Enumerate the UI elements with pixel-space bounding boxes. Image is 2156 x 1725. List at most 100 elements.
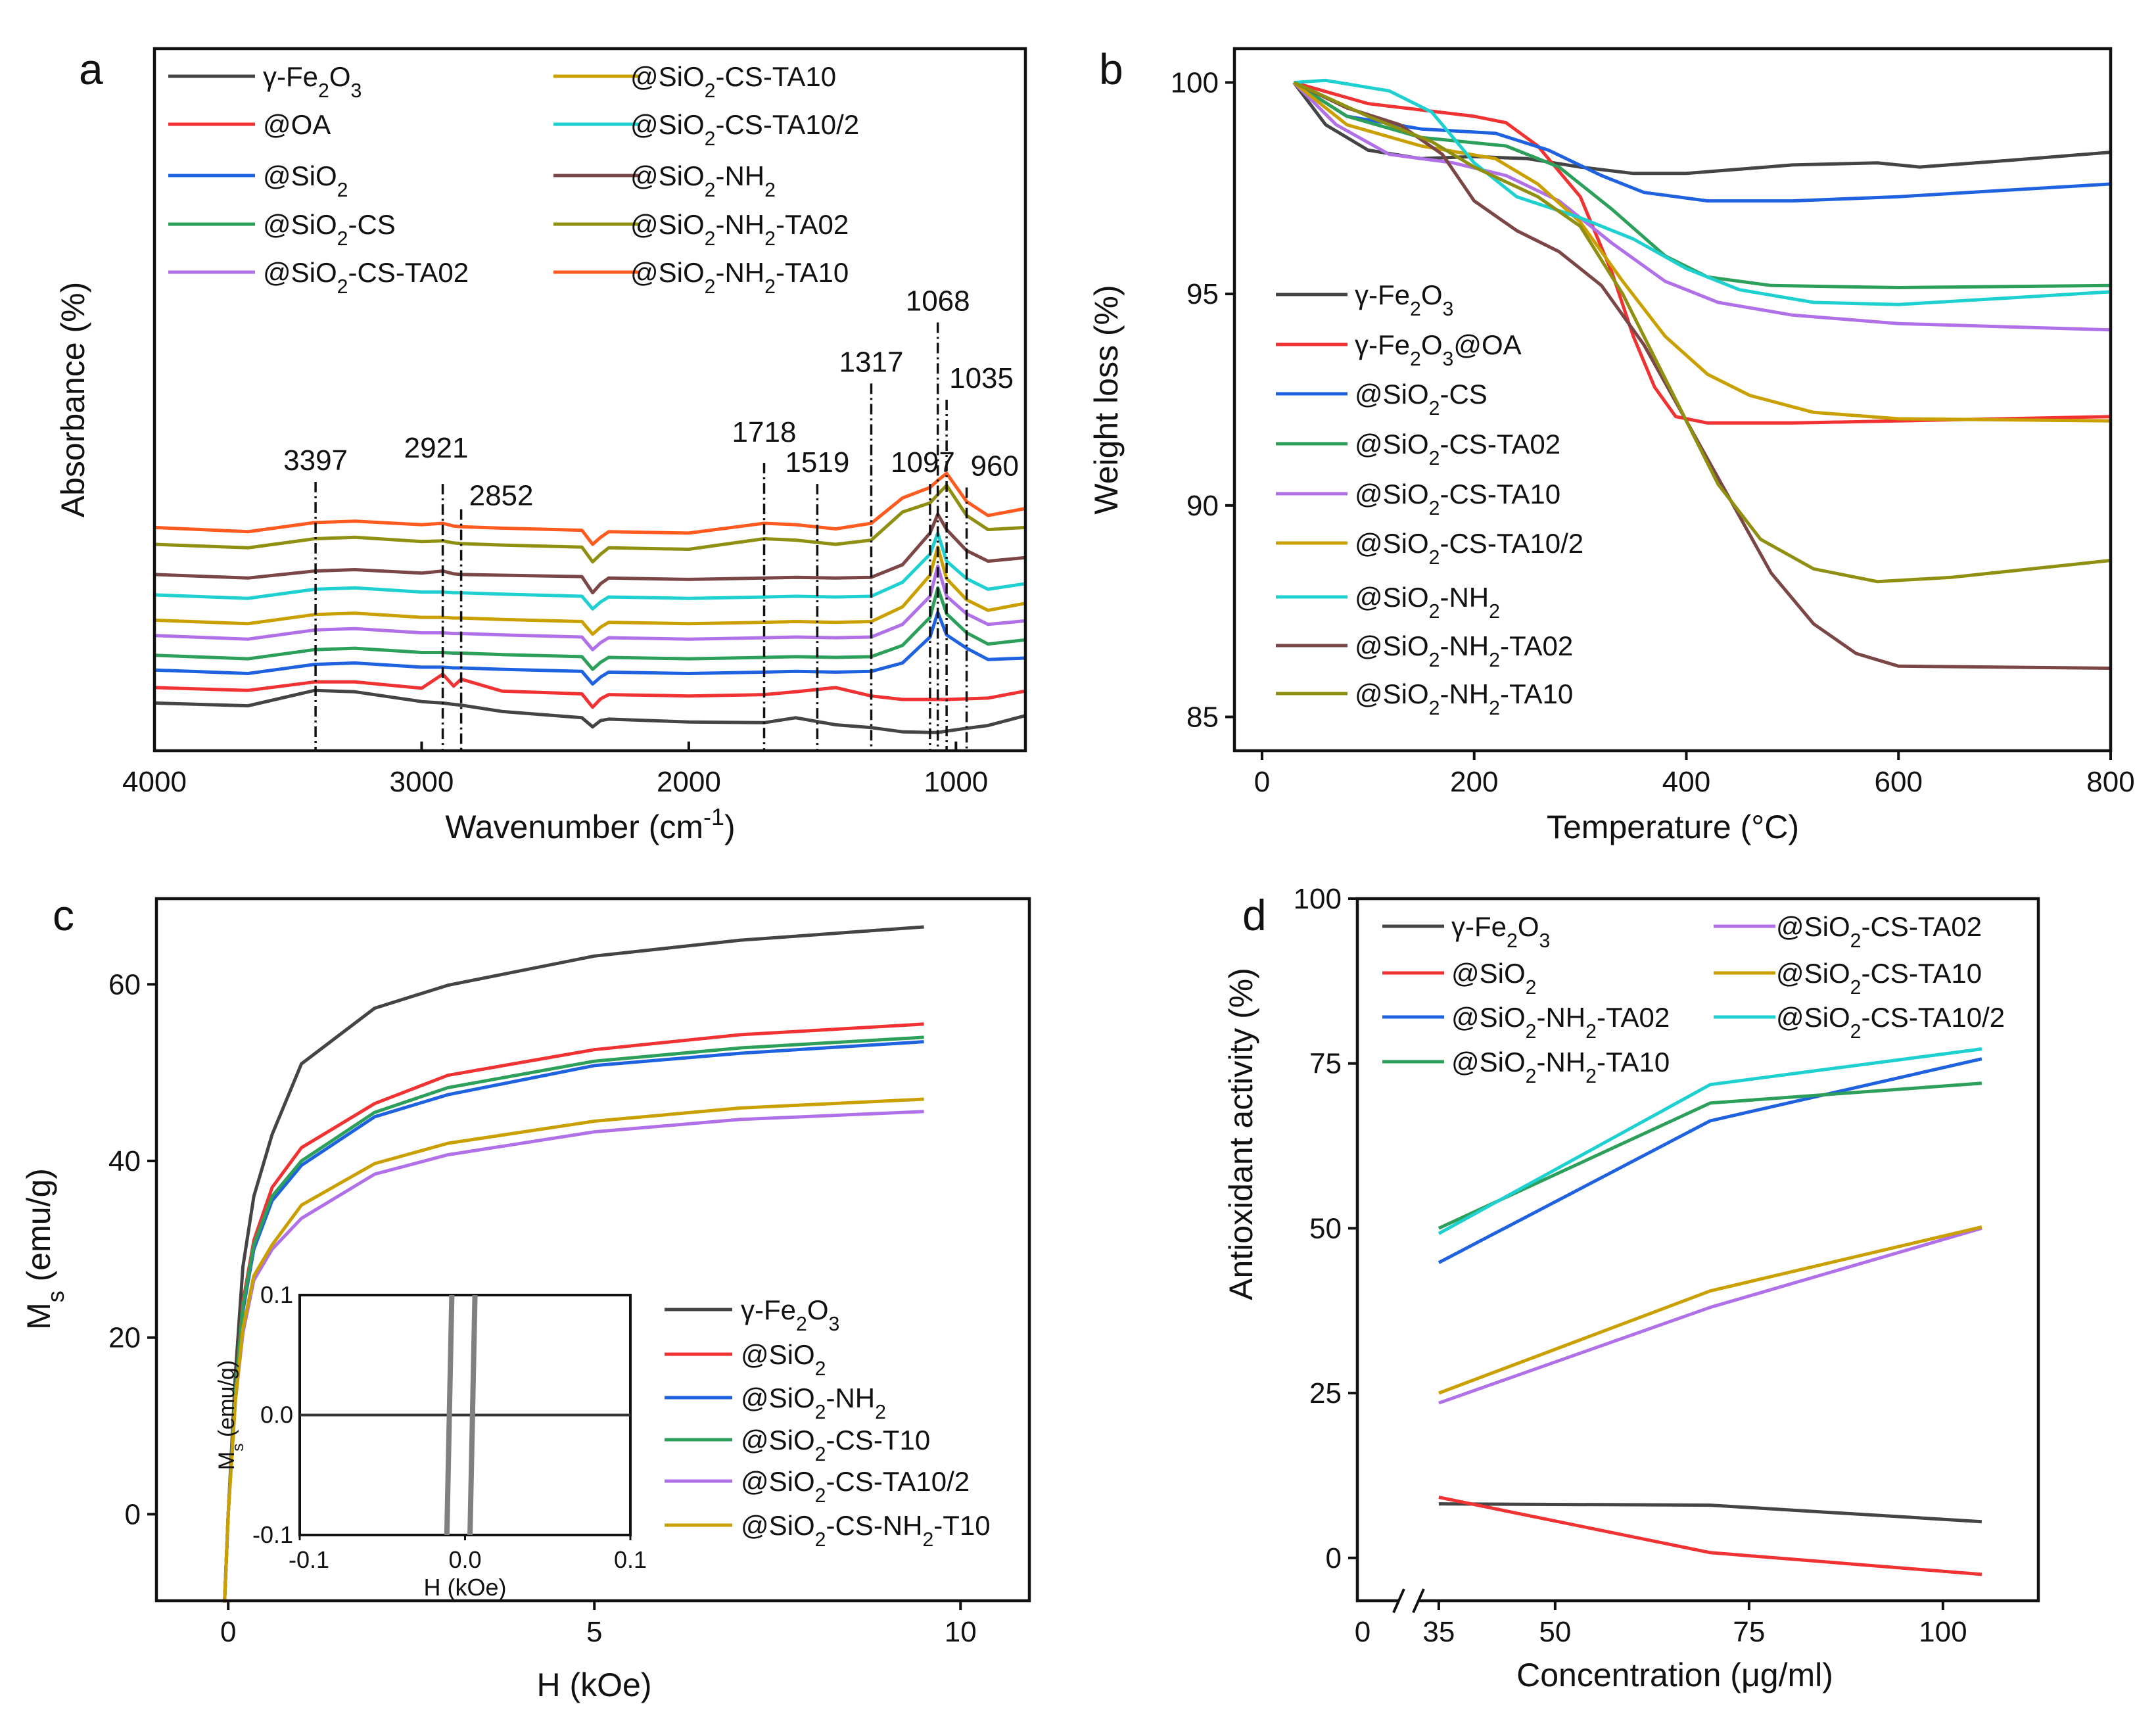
- y-tick-label: 85: [1186, 701, 1219, 734]
- legend-item: @SiO2-CS-TA02: [168, 257, 469, 298]
- legend-item: γ-Fe2O3: [1276, 279, 1453, 320]
- panel-letter: d: [1242, 891, 1267, 939]
- x-tick-label: 0: [1355, 1616, 1371, 1648]
- legend-item: γ-Fe2O3@OA: [1276, 329, 1522, 370]
- peak-label: 1718: [732, 416, 797, 448]
- peak-label: 3397: [283, 444, 348, 477]
- legend-label: @SiO2: [741, 1339, 826, 1380]
- inset-hysteresis-line: [467, 1294, 478, 1536]
- panel-b: 0 200 400 600 800 85 90 95 100 Temperature (°C) We…: [1088, 45, 2135, 845]
- x-axis-label: H (kOe): [537, 1666, 652, 1703]
- y-tick-label: 95: [1186, 278, 1219, 310]
- y-axis-label: Antioxidant activity (%): [1223, 968, 1259, 1300]
- legend-item: @SiO2-CS-TA10: [1714, 958, 1982, 999]
- legend-item: @SiO2-NH2-TA02: [1382, 1002, 1670, 1043]
- panel-c: -0.1 0.0 0.1 -0.1 0.0 0.1 H (kOe) Ms (emu/g) 0 5 1…: [20, 891, 1031, 1703]
- inset-y-tick-label: 0.1: [260, 1281, 293, 1308]
- inset-y-axis-label: Ms (emu/g): [214, 1360, 247, 1470]
- peak-label: 960: [971, 450, 1019, 483]
- legend-label: @SiO2: [263, 160, 348, 201]
- series-line-7: [1293, 81, 2111, 670]
- legend: γ-Fe2O3 @OA @SiO2 @SiO2-CS @SiO2-CS-TA02 @SiO…: [168, 61, 859, 298]
- x-tick-label: 800: [2086, 766, 2134, 798]
- peak-label: 2921: [404, 432, 469, 464]
- y-axis-label: Weight loss (%): [1088, 285, 1125, 514]
- x-tick-label: 0: [1254, 766, 1270, 798]
- legend-label: @SiO2-CS-TA10: [630, 61, 836, 102]
- legend-item: @SiO2-CS-T10: [665, 1425, 930, 1465]
- y-tick-label: 25: [1309, 1377, 1342, 1409]
- x-tick-label: 0: [220, 1616, 236, 1648]
- y-tick-label: 60: [108, 968, 141, 1001]
- legend-label: @SiO2-NH2-TA10: [630, 257, 849, 298]
- y-tick-label: 20: [108, 1322, 141, 1354]
- x-tick-label: 600: [1875, 766, 1923, 798]
- legend-item: @SiO2: [168, 160, 348, 201]
- legend-item: @SiO2-NH2: [665, 1382, 886, 1423]
- legend-label: γ-Fe2O3: [263, 61, 362, 102]
- legend-label: γ-Fe2O3: [1355, 279, 1453, 320]
- series-line-1: [1293, 81, 2111, 425]
- y-tick-label: 100: [1294, 883, 1342, 915]
- x-tick-label: 10: [945, 1616, 977, 1648]
- legend-label: @SiO2-NH2-TA10: [1451, 1047, 1670, 1087]
- peak-label: 1097: [891, 446, 955, 479]
- series-line-3: [1438, 1081, 1982, 1230]
- inset-plot: -0.1 0.0 0.1 -0.1 0.0 0.1 H (kOe) Ms (emu/g): [214, 1281, 647, 1601]
- legend-item: γ-Fe2O3: [665, 1294, 839, 1335]
- series-line-8: [1293, 81, 2111, 584]
- legend-item: γ-Fe2O3: [168, 61, 362, 102]
- legend-item: @SiO2-CS-TA10/2: [553, 109, 859, 150]
- legend-label: @SiO2-CS-TA02: [1355, 429, 1560, 469]
- legend-label: @SiO2-CS-TA02: [263, 257, 469, 298]
- legend-item: @SiO2-NH2: [1276, 582, 1500, 623]
- peak-label: 2852: [469, 480, 534, 512]
- legend-label: @SiO2-CS-TA10/2: [1776, 1002, 2005, 1043]
- legend: γ-Fe2O3@SiO2@SiO2-NH2@SiO2-CS-T10@SiO2-C…: [665, 1294, 991, 1551]
- series-line-4: [1438, 1226, 1982, 1405]
- y-tick-label: 50: [1309, 1212, 1342, 1244]
- y-tick-label: 100: [1171, 66, 1219, 99]
- legend-item: @SiO2-CS-NH2-T10: [665, 1510, 991, 1551]
- legend-label: @SiO2-CS-TA10/2: [630, 109, 859, 150]
- series-line-2: [1293, 81, 2111, 203]
- legend-label: @SiO2-CS-TA10/2: [741, 1466, 970, 1507]
- series-line-1: [1438, 1496, 1982, 1576]
- series-line-5: [223, 1097, 924, 1603]
- series-line-5: [1438, 1225, 1982, 1395]
- legend-label: γ-Fe2O3@OA: [1355, 329, 1522, 370]
- legend-label: @SiO2-NH2: [741, 1382, 886, 1423]
- y-tick-label: 0: [1326, 1542, 1342, 1574]
- legend: γ-Fe2O3 γ-Fe2O3@OA @SiO2-CS @SiO2-CS-TA02 @S…: [1276, 279, 1583, 719]
- x-tick-label: 35: [1422, 1616, 1455, 1648]
- legend-item: @OA: [168, 109, 331, 140]
- inset-x-tick-label: -0.1: [289, 1546, 329, 1573]
- figure-panels: 3397 292128521718151913171097106810359604…: [20, 45, 2135, 1703]
- x-axis-label: Concentration (μg/ml): [1516, 1657, 1833, 1693]
- inset-x-tick-label: 0.0: [448, 1546, 481, 1573]
- legend-label: @SiO2: [1451, 958, 1536, 999]
- legend-label: @SiO2-CS-TA10: [1355, 479, 1560, 519]
- inset-x-tick-label: 0.1: [614, 1546, 647, 1573]
- legend-item: @SiO2-NH2-TA10: [1382, 1047, 1670, 1087]
- legend-label: @SiO2-CS-TA10: [1776, 958, 1982, 999]
- legend-item: @SiO2-NH2-TA02: [1276, 630, 1573, 671]
- x-tick-label: 2000: [657, 766, 721, 798]
- legend-item: @SiO2-NH2: [553, 160, 776, 201]
- legend-item: @SiO2-CS-TA10/2: [1714, 1002, 2005, 1043]
- legend-label: @SiO2-NH2: [1355, 582, 1500, 623]
- legend-label: @SiO2-CS-T10: [741, 1425, 930, 1465]
- plot-frame: [152, 47, 1027, 753]
- panel-letter: c: [53, 891, 74, 939]
- legend-label: @SiO2-CS-TA02: [1776, 911, 1982, 952]
- legend-label: @SiO2-CS: [1355, 379, 1488, 419]
- plot-frame: [1355, 897, 2040, 1603]
- plot-frame: [154, 897, 1031, 1603]
- legend-item: @SiO2-CS: [1276, 379, 1488, 419]
- panel-letter: a: [79, 45, 103, 93]
- peak-label: 1035: [949, 362, 1014, 394]
- legend-item: @SiO2-NH2-TA02: [553, 209, 849, 250]
- legend-item: @SiO2-NH2-TA10: [553, 257, 849, 298]
- x-tick-label: 100: [1919, 1616, 1967, 1648]
